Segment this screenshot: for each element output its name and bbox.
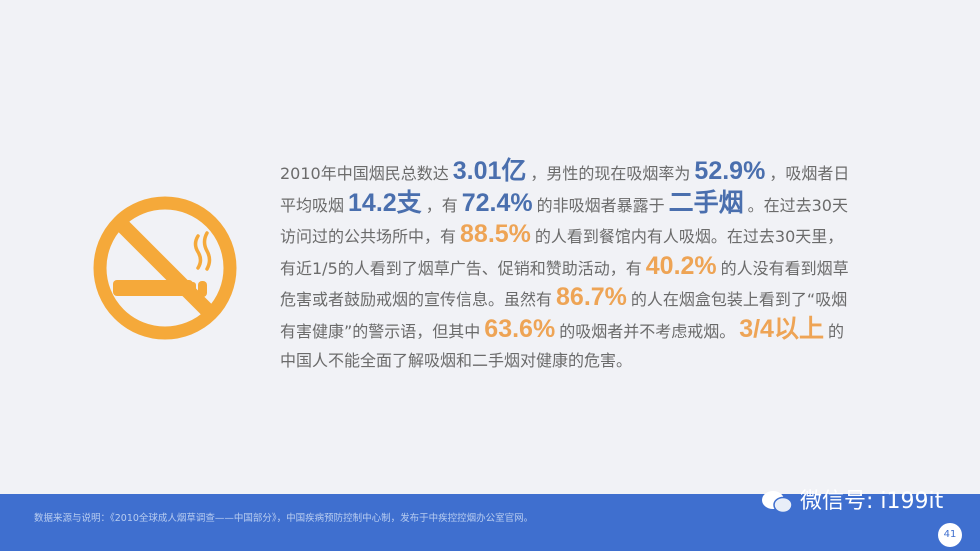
highlight-stat: 72.4% (461, 188, 533, 217)
highlight-stat: 14.2支 (348, 188, 422, 217)
body-text: 的人在烟盒包装上看到了“吸烟 (630, 290, 848, 309)
highlight-stat: 52.9% (694, 157, 766, 185)
body-text: 访问过的公共场所中，有 (280, 227, 457, 246)
body-text: ，有 (425, 195, 458, 215)
paragraph-line: 2010年中国烟民总数达 3.01亿 ，男性的现在吸烟率为 52.9% ，吸烟者日 (280, 156, 890, 188)
body-text: ，男性的现在吸烟率为 (530, 164, 691, 183)
paragraph-line: 平均吸烟 14.2支 ，有 72.4% 的非吸烟者暴露于 二手烟 。在过去30天 (280, 188, 890, 220)
no-smoking-icon (93, 196, 237, 340)
body-text: 的人没有看到烟草 (720, 258, 849, 278)
body-text: ，吸烟者日 (769, 164, 850, 183)
highlight-stat: 3.01亿 (452, 157, 527, 185)
highlight-stat: 40.2% (645, 251, 717, 280)
footer-bar: 数据来源与说明：《2010全球成人烟草调查——中国部分》，中国疾病预防控制中心制… (0, 489, 980, 551)
wechat-watermark: 微信号: i199it (760, 488, 943, 516)
body-text: 的人看到餐馆内有人吸烟。在过去30天里， (534, 227, 844, 246)
highlight-stat: 86.7% (556, 283, 627, 311)
highlight-stat: 二手烟 (668, 188, 744, 217)
body-text: 的非吸烟者暴露于 (536, 195, 665, 215)
highlight-stat: 63.6% (484, 314, 556, 343)
smoking-statistics-paragraph: 2010年中国烟民总数达 3.01亿 ，男性的现在吸烟率为 52.9% ，吸烟者日 平均吸… (280, 156, 890, 377)
page-number: 41 (938, 523, 962, 547)
paragraph-line: 危害或者鼓励戒烟的宣传信息。虽然有 86.7% 的人在烟盒包装上看到了“吸烟 (280, 282, 890, 314)
body-text: 中国人不能全面了解吸烟和二手烟对健康的危害。 (280, 351, 633, 370)
paragraph-line: 中国人不能全面了解吸烟和二手烟对健康的危害。 (280, 345, 890, 377)
data-source-note: 数据来源与说明：《2010全球成人烟草调查——中国部分》，中国疾病预防控制中心制… (34, 513, 534, 524)
body-text: 平均吸烟 (280, 195, 345, 215)
highlight-stat: 88.5% (460, 220, 531, 248)
paragraph-line: 有近1/5的人看到了烟草广告、促销和赞助活动，有 40.2% 的人没有看到烟草 (280, 251, 890, 283)
paragraph-line: 有害健康”的警示语，但其中 63.6% 的吸烟者并不考虑戒烟。 3/4以上的 (280, 314, 890, 346)
body-text: 2010年中国烟民总数达 (280, 164, 449, 183)
body-text: 的 (827, 321, 844, 341)
wechat-label: 微信号: i199it (800, 489, 944, 514)
wechat-icon (762, 491, 793, 514)
body-text: 有近1/5的人看到了烟草广告、促销和赞助活动，有 (280, 258, 642, 278)
body-text: 危害或者鼓励戒烟的宣传信息。虽然有 (280, 290, 553, 309)
highlight-stat: 3/4以上 (739, 314, 824, 343)
paragraph-line: 访问过的公共场所中，有 88.5% 的人看到餐馆内有人吸烟。在过去30天里， (280, 219, 890, 251)
body-text: 有害健康”的警示语，但其中 (280, 321, 481, 341)
body-text: 的吸烟者并不考虑戒烟。 (559, 321, 736, 341)
body-text: 。在过去30天 (747, 195, 848, 215)
